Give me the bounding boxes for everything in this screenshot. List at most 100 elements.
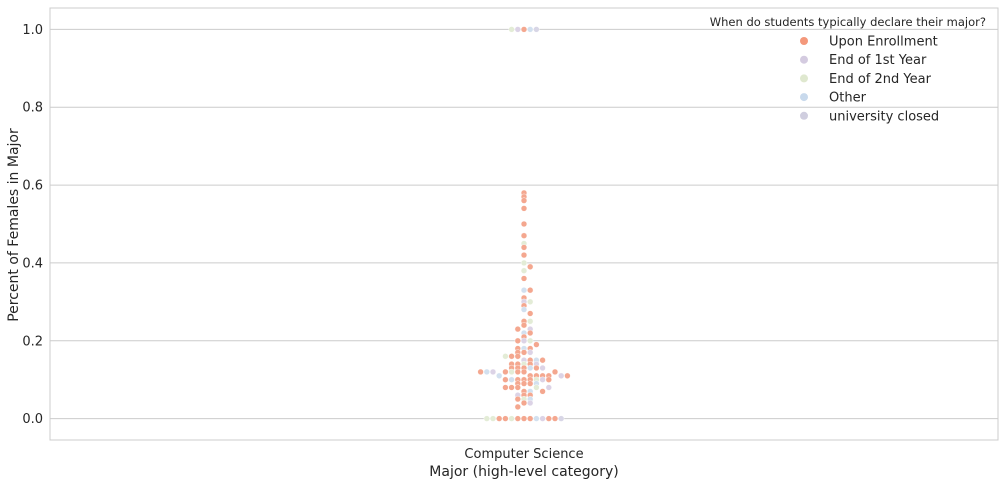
legend-label: End of 1st Year <box>829 53 927 68</box>
data-point <box>514 326 521 333</box>
data-point <box>483 368 490 376</box>
legend-title: When do students typically declare their… <box>710 15 986 29</box>
y-tick-label: 0.8 <box>22 101 43 116</box>
data-point <box>520 220 528 228</box>
data-point <box>533 384 540 391</box>
data-point <box>527 380 534 387</box>
data-point <box>551 368 559 376</box>
legend-marker <box>800 37 808 45</box>
data-point <box>520 244 528 251</box>
data-point <box>533 341 540 348</box>
data-point <box>520 306 528 313</box>
data-point <box>514 396 521 403</box>
data-point <box>539 364 546 372</box>
data-point <box>527 287 534 294</box>
data-point <box>508 415 515 422</box>
data-point <box>545 376 552 383</box>
data-point <box>483 415 490 422</box>
data-point <box>558 415 565 422</box>
data-point <box>527 26 534 33</box>
data-point <box>508 384 515 391</box>
data-point <box>520 267 528 274</box>
data-point <box>533 364 540 372</box>
y-tick-labels: 0.0 0.2 0.4 0.6 0.8 1.0 <box>22 23 43 427</box>
data-point <box>520 205 528 212</box>
data-point <box>527 349 534 356</box>
data-point <box>508 26 515 33</box>
data-point <box>527 337 534 344</box>
data-point <box>533 415 540 422</box>
data-point <box>520 259 528 267</box>
data-point <box>527 399 534 407</box>
data-point <box>520 26 528 33</box>
data-point <box>520 275 528 282</box>
data-point <box>545 384 552 391</box>
legend-label: Upon Enrollment <box>829 35 938 50</box>
data-point <box>520 197 528 204</box>
y-tick-label: 0.4 <box>22 256 43 271</box>
y-tick-label: 1.0 <box>22 23 43 38</box>
data-point <box>502 353 509 360</box>
legend-label: End of 2nd Year <box>829 72 932 87</box>
data-point <box>508 368 515 376</box>
data-point <box>477 368 484 376</box>
data-point <box>527 263 534 270</box>
legend-marker <box>800 55 808 64</box>
data-point <box>514 415 521 422</box>
data-point <box>496 415 503 422</box>
legend-label: university closed <box>829 109 939 124</box>
legend: When do students typically declare their… <box>710 15 986 124</box>
legend-marker <box>800 111 808 120</box>
x-tick-label-computer-science: Computer Science <box>464 447 583 462</box>
legend-label: Other <box>829 91 867 106</box>
data-point <box>514 403 521 411</box>
y-axis-label: Percent of Females in Major <box>6 128 22 322</box>
data-point <box>520 349 528 356</box>
data-point <box>502 384 509 391</box>
data-point <box>489 368 497 376</box>
data-point <box>520 380 528 387</box>
data-point <box>520 232 528 239</box>
data-point <box>514 337 521 344</box>
data-point <box>520 368 528 376</box>
data-point <box>520 252 528 259</box>
data-point <box>502 368 509 376</box>
data-point <box>527 329 534 337</box>
data-point <box>520 415 528 422</box>
data-point <box>496 372 503 379</box>
data-point <box>502 415 509 422</box>
legend-marker <box>800 93 808 102</box>
data-point <box>533 26 540 33</box>
y-tick-label: 0.0 <box>22 412 43 427</box>
data-point <box>539 376 546 383</box>
legend-marker <box>800 74 808 83</box>
data-point <box>502 376 509 383</box>
data-point <box>520 337 528 344</box>
data-point <box>514 26 521 33</box>
data-point <box>514 384 521 391</box>
data-point <box>527 310 534 317</box>
data-point <box>489 415 497 422</box>
data-point <box>545 415 552 422</box>
data-point <box>539 415 546 422</box>
data-point <box>564 372 571 379</box>
y-tick-label: 0.2 <box>22 334 43 349</box>
data-point <box>520 399 528 407</box>
data-point <box>527 298 534 305</box>
data-point <box>520 322 528 329</box>
data-point <box>558 372 565 379</box>
data-point <box>508 353 515 360</box>
y-tick-label: 0.6 <box>22 179 43 194</box>
data-point <box>514 368 521 376</box>
data-point <box>508 376 515 383</box>
data-point <box>520 287 528 294</box>
data-point <box>551 415 559 422</box>
x-axis-label: Major (high-level category) <box>429 464 618 480</box>
data-point <box>527 415 534 422</box>
data-point <box>527 318 534 325</box>
data-point <box>527 364 534 372</box>
data-point <box>539 388 546 395</box>
swarm-points <box>477 26 571 422</box>
data-point <box>539 357 546 364</box>
